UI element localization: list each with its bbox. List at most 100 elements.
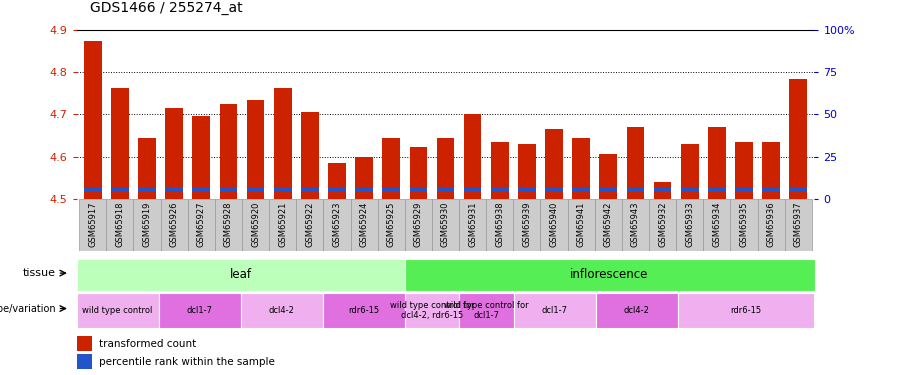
Text: transformed count: transformed count: [99, 339, 196, 349]
Bar: [436, 188, 454, 192]
Bar: [111, 88, 129, 199]
Text: GSM65932: GSM65932: [658, 201, 667, 247]
Bar: [731, 199, 758, 251]
Bar: [139, 188, 156, 192]
Text: leaf: leaf: [230, 268, 251, 281]
Bar: [220, 104, 238, 199]
Bar: [789, 188, 807, 192]
Bar: [378, 199, 405, 251]
Bar: [240, 292, 322, 328]
Text: dcl4-2: dcl4-2: [268, 306, 294, 315]
Bar: [514, 292, 596, 328]
Bar: [133, 199, 160, 251]
Bar: [459, 292, 514, 328]
Bar: [626, 188, 644, 192]
Text: GSM65923: GSM65923: [332, 201, 341, 247]
Bar: [676, 199, 703, 251]
Bar: [596, 292, 678, 328]
Bar: [76, 354, 92, 369]
Bar: [518, 188, 536, 192]
Bar: [491, 142, 508, 199]
Bar: [789, 78, 807, 199]
Bar: [410, 188, 427, 192]
Text: inflorescence: inflorescence: [571, 268, 649, 281]
Bar: [653, 188, 671, 192]
Text: GSM65929: GSM65929: [414, 201, 423, 247]
Bar: [758, 199, 785, 251]
Text: GSM65939: GSM65939: [522, 201, 531, 247]
Bar: [274, 187, 292, 191]
Bar: [432, 199, 459, 251]
Bar: [274, 88, 292, 199]
Text: GSM65940: GSM65940: [550, 201, 559, 247]
Text: rdr6-15: rdr6-15: [731, 306, 761, 315]
Bar: [76, 292, 158, 328]
Bar: [158, 292, 240, 328]
Bar: [328, 188, 346, 192]
Bar: [106, 199, 133, 251]
Bar: [111, 188, 129, 192]
Bar: [215, 199, 242, 251]
Bar: [785, 199, 812, 251]
Bar: [622, 199, 649, 251]
Bar: [323, 199, 350, 251]
Text: GSM65935: GSM65935: [740, 201, 749, 247]
Bar: [545, 129, 562, 199]
Bar: [518, 144, 536, 199]
Text: GSM65933: GSM65933: [685, 201, 694, 247]
Bar: [188, 199, 215, 251]
Bar: [572, 138, 590, 199]
Text: GSM65942: GSM65942: [604, 201, 613, 247]
Text: wild type control for
dcl4-2, rdr6-15: wild type control for dcl4-2, rdr6-15: [390, 301, 474, 320]
Bar: [76, 259, 404, 291]
Text: GSM65925: GSM65925: [387, 201, 396, 247]
Text: GSM65930: GSM65930: [441, 201, 450, 247]
Bar: [735, 142, 752, 199]
Text: wild type control for
dcl1-7: wild type control for dcl1-7: [445, 301, 529, 320]
Text: GSM65917: GSM65917: [88, 201, 97, 247]
Bar: [84, 40, 102, 199]
Bar: [166, 187, 183, 191]
Text: GSM65927: GSM65927: [197, 201, 206, 247]
Bar: [436, 138, 454, 199]
Bar: [681, 144, 698, 199]
Text: GSM65937: GSM65937: [794, 201, 803, 247]
Bar: [84, 188, 102, 192]
Bar: [513, 199, 541, 251]
Bar: [595, 199, 622, 251]
Bar: [410, 147, 427, 199]
Text: tissue: tissue: [23, 268, 56, 278]
Bar: [626, 127, 644, 199]
Bar: [193, 117, 210, 199]
Text: rdr6-15: rdr6-15: [348, 306, 379, 315]
Text: GSM65922: GSM65922: [305, 201, 314, 247]
Bar: [599, 154, 617, 199]
Text: GSM65941: GSM65941: [577, 201, 586, 247]
Bar: [242, 199, 269, 251]
Text: GSM65919: GSM65919: [142, 201, 151, 247]
Bar: [350, 199, 378, 251]
Bar: [568, 199, 595, 251]
Text: dcl4-2: dcl4-2: [624, 306, 650, 315]
Bar: [572, 188, 590, 192]
Bar: [404, 259, 814, 291]
Bar: [193, 188, 210, 192]
Text: GSM65931: GSM65931: [468, 201, 477, 247]
Text: GDS1466 / 255274_at: GDS1466 / 255274_at: [90, 1, 243, 15]
Bar: [681, 188, 698, 192]
Bar: [139, 138, 156, 199]
Text: GSM65924: GSM65924: [360, 201, 369, 247]
Bar: [762, 142, 780, 199]
Bar: [382, 188, 400, 192]
Bar: [464, 114, 482, 199]
Bar: [464, 188, 482, 192]
Text: dcl1-7: dcl1-7: [542, 306, 568, 315]
Bar: [653, 182, 671, 199]
Text: GSM65921: GSM65921: [278, 201, 287, 247]
Bar: [762, 188, 780, 192]
Text: GSM65934: GSM65934: [712, 201, 721, 247]
Bar: [459, 199, 486, 251]
Bar: [405, 199, 432, 251]
Text: GSM65920: GSM65920: [251, 201, 260, 247]
Bar: [382, 138, 400, 199]
